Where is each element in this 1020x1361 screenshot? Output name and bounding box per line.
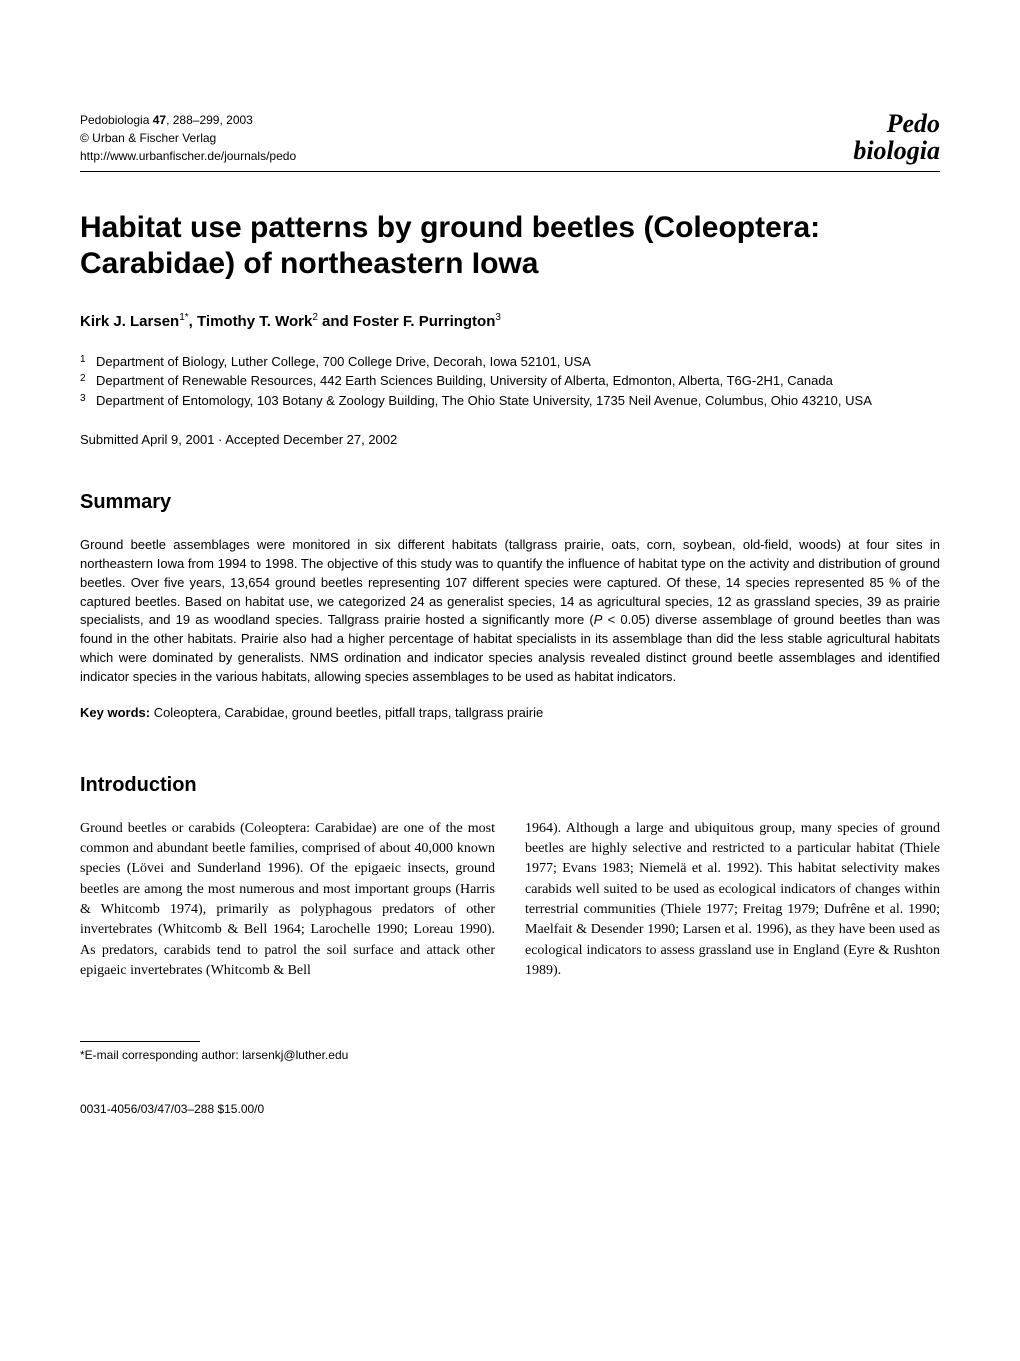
introduction-columns: Ground beetles or carabids (Coleoptera: … — [80, 819, 940, 981]
copyright-line: © Urban & Fischer Verlag — [80, 129, 296, 147]
authors-list: Kirk J. Larsen1*, Timothy T. Work2 and F… — [80, 312, 940, 330]
logo-line-1: Pedo — [853, 110, 940, 137]
affiliations: 1 Department of Biology, Luther College,… — [80, 352, 940, 411]
journal-header: Pedobiologia 47, 288–299, 2003 © Urban &… — [80, 110, 940, 172]
introduction-column-1: Ground beetles or carabids (Coleoptera: … — [80, 819, 495, 981]
keywords-label: Key words: — [80, 705, 150, 720]
introduction-section: Ground beetles or carabids (Coleoptera: … — [80, 819, 940, 981]
introduction-heading: Introduction — [80, 774, 940, 797]
summary-heading: Summary — [80, 491, 940, 514]
affiliation-item: 1 Department of Biology, Luther College,… — [80, 352, 940, 372]
affiliation-text: Department of Renewable Resources, 442 E… — [96, 371, 833, 391]
affiliation-number: 3 — [80, 391, 88, 411]
affiliation-text: Department of Entomology, 103 Botany & Z… — [96, 391, 872, 411]
keywords: Key words: Coleoptera, Carabidae, ground… — [80, 705, 940, 720]
submission-dates: Submitted April 9, 2001 · Accepted Decem… — [80, 432, 940, 447]
affiliation-item: 2 Department of Renewable Resources, 442… — [80, 371, 940, 391]
affiliation-number: 2 — [80, 371, 88, 391]
footer-article-code: 0031-4056/03/47/03–288 $15.00/0 — [80, 1102, 940, 1116]
journal-logo: Pedo biologia — [853, 110, 940, 165]
introduction-column-2: 1964). Although a large and ubiquitous g… — [525, 819, 940, 981]
article-title: Habitat use patterns by ground beetles (… — [80, 210, 940, 282]
citation-line: Pedobiologia 47, 288–299, 2003 — [80, 111, 296, 129]
journal-meta: Pedobiologia 47, 288–299, 2003 © Urban &… — [80, 111, 296, 165]
logo-line-2: biologia — [853, 137, 940, 164]
affiliation-item: 3 Department of Entomology, 103 Botany &… — [80, 391, 940, 411]
journal-url: http://www.urbanfischer.de/journals/pedo — [80, 147, 296, 165]
keywords-text: Coleoptera, Carabidae, ground beetles, p… — [150, 705, 543, 720]
affiliation-number: 1 — [80, 352, 88, 372]
citation-text: Pedobiologia 47, 288–299, 2003 — [80, 113, 253, 127]
affiliation-text: Department of Biology, Luther College, 7… — [96, 352, 591, 372]
footnote-divider — [80, 1041, 200, 1042]
summary-text: Ground beetle assemblages were monitored… — [80, 536, 940, 687]
corresponding-author-footnote: *E-mail corresponding author: larsenkj@l… — [80, 1048, 940, 1062]
